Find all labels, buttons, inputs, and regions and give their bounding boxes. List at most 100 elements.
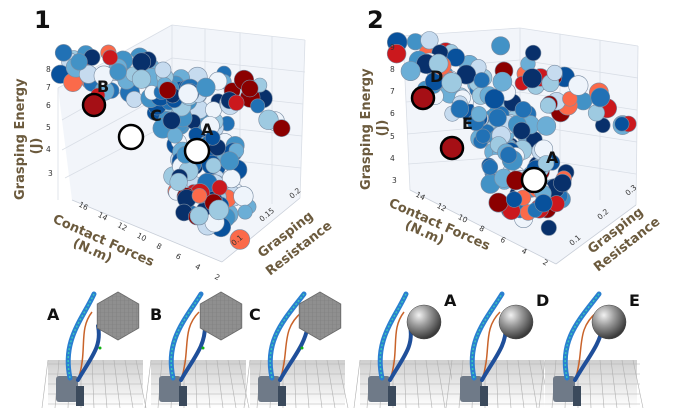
panel-2-highlight-points: A D E (410, 67, 559, 194)
thumbnail-e-sphere: E (538, 291, 644, 409)
x-tick: 2 (213, 272, 222, 282)
z-axis-label-line-2: (J) (29, 138, 44, 155)
scatter-point (205, 130, 221, 146)
scatter-point (553, 173, 572, 193)
scatter-point (525, 44, 542, 62)
z-axis-label-line-1: Grasping Energy (13, 78, 28, 200)
scatter-point (482, 159, 499, 176)
scatter-point (537, 155, 555, 172)
scatter-point (514, 101, 532, 119)
scatter-point (162, 111, 181, 130)
scatter-point (386, 44, 407, 64)
scatter-point (400, 61, 421, 82)
thumbnail-b-hexagon: B (144, 291, 250, 409)
x-tick: 6 (499, 235, 508, 245)
z-tick: 7 (390, 87, 395, 96)
z-axis-label-line-2: (J) (375, 120, 390, 137)
z-tick: 5 (46, 123, 51, 132)
x-tick: 12 (116, 220, 129, 233)
scatter-point (272, 119, 291, 137)
highlight-point-a (520, 166, 548, 194)
scatter-point (132, 52, 152, 72)
scatter-point (590, 87, 611, 108)
x-tick: 6 (174, 251, 183, 261)
scatter-point (568, 75, 589, 96)
floor-gridline (144, 359, 152, 409)
x-tick: 10 (135, 231, 148, 244)
z-tick: 6 (46, 101, 51, 110)
z-tick: 6 (390, 109, 395, 118)
gripper-finger-highlight (564, 293, 600, 379)
sphere-object (498, 304, 534, 340)
gripper-finger-highlight (269, 293, 305, 379)
sphere-object (406, 304, 442, 340)
scatter-point (446, 48, 465, 67)
scatter-point (154, 61, 172, 79)
highlight-point-a (183, 137, 211, 165)
highlight-point-b (81, 92, 107, 118)
gripper-mount (179, 386, 187, 406)
z-tick: 4 (390, 154, 395, 163)
highlight-point-e (439, 135, 465, 161)
scatter-point (539, 97, 557, 114)
hexagon-object (298, 291, 342, 341)
z-tick: 9 (390, 43, 395, 52)
scatter-point (109, 63, 127, 81)
gripper-tendon (574, 311, 598, 381)
target-marker (300, 346, 304, 350)
gripper-base (368, 376, 390, 402)
gripper-base (460, 376, 482, 402)
x-tick: 8 (155, 241, 164, 251)
scatter-point (70, 53, 88, 71)
panel-2: 2 (359, 6, 663, 275)
thumbnail-label: D (536, 291, 549, 310)
scatter-point (220, 151, 240, 171)
x-tick: 4 (520, 246, 529, 256)
scatter-point (189, 206, 209, 226)
highlight-label-a: A (546, 148, 559, 167)
thumbnail-a-hexagon: A (41, 291, 147, 409)
scatter-point (102, 49, 119, 66)
gripper-base (553, 376, 575, 402)
thumbnail-label: B (150, 305, 162, 324)
gripper-mount (278, 386, 286, 406)
scatter-point (473, 72, 490, 89)
scatter-point (54, 44, 73, 62)
scatter-point (208, 199, 230, 221)
z-tick: 8 (390, 65, 395, 74)
scatter-point (169, 172, 188, 192)
z-tick: 7 (46, 83, 51, 92)
gripper-base (159, 376, 181, 402)
panel-1-highlight-points: A B C (81, 77, 214, 165)
x-tick: 14 (96, 210, 109, 223)
gripper-finger-highlight (379, 293, 407, 379)
target-marker (98, 346, 102, 350)
scatter-point (228, 94, 245, 111)
scatter-point (191, 188, 208, 204)
panel-number-2: 2 (367, 6, 384, 34)
thumbnail-label: C (249, 305, 261, 324)
scatter-point (441, 72, 463, 93)
gripper-finger (76, 324, 101, 382)
floor-gridline (353, 359, 361, 409)
highlight-point-d (410, 85, 436, 111)
scatter-point (428, 53, 449, 74)
scatter-point (233, 186, 254, 207)
gripper-tendon (279, 311, 303, 381)
gripper-mount (480, 386, 488, 406)
x-tick: 16 (77, 200, 90, 213)
floor-gridline (243, 359, 251, 409)
gripper-base (258, 376, 280, 402)
scatter-point (546, 64, 563, 81)
scatter-point (420, 31, 439, 50)
scatter-point (205, 157, 222, 174)
highlight-label-b: B (97, 77, 109, 96)
scatter-point (167, 127, 183, 144)
scatter-point (450, 99, 469, 119)
z-tick: 3 (48, 169, 53, 178)
floor-gridline (538, 359, 546, 409)
thumbnail-c-hexagon: C (243, 291, 349, 409)
scatter-point (536, 116, 557, 136)
gripper-finger-highlight (67, 293, 95, 379)
